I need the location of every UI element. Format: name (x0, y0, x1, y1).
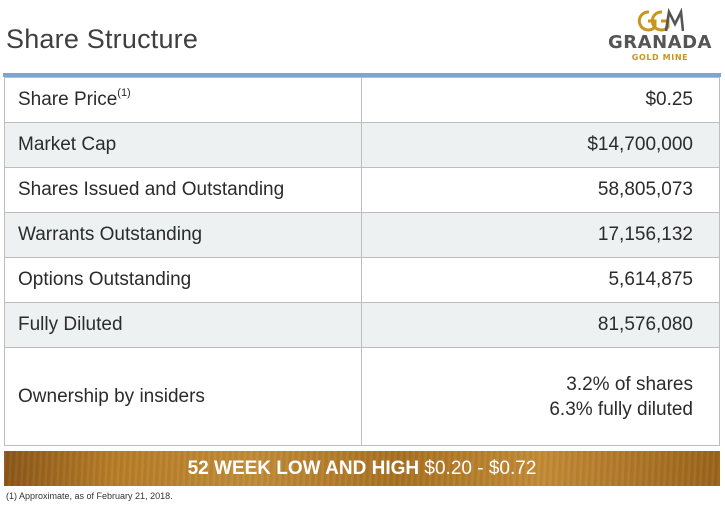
row-value: 5,614,875 (361, 257, 720, 303)
table-row-shares-issued: Shares Issued and Outstanding 58,805,073 (4, 167, 720, 213)
row-value: 58,805,073 (361, 167, 720, 213)
table-row-fully-diluted: Fully Diluted 81,576,080 (4, 302, 720, 348)
52-week-range-banner: 52 WEEK LOW AND HIGH $0.20 - $0.72 (4, 451, 720, 486)
granada-gold-mine-logo: GRANADA GOLD MINE (598, 6, 722, 66)
row-value: $0.25 (361, 77, 720, 123)
banner-label: 52 WEEK LOW AND HIGH (187, 458, 420, 479)
ggm-monogram-icon (637, 8, 684, 32)
page-title: Share Structure (6, 24, 199, 54)
row-value-line: 3.2% of shares (566, 373, 693, 395)
header-rule (3, 73, 721, 77)
banner-range: $0.20 - $0.72 (424, 458, 537, 479)
row-label-text: Share Price (18, 89, 118, 110)
table-row-warrants: Warrants Outstanding 17,156,132 (4, 212, 720, 258)
row-label: Shares Issued and Outstanding (4, 167, 362, 213)
table-row-market-cap: Market Cap $14,700,000 (4, 122, 720, 168)
table-row-insider-ownership: Ownership by insiders 3.2% of shares 6.3… (4, 347, 720, 446)
row-label: Share Price(1) (4, 77, 362, 123)
row-value: 17,156,132 (361, 212, 720, 258)
footnote-marker: (1) (117, 87, 131, 99)
logo-name: GRANADA (608, 32, 712, 53)
share-structure-table: Share Price(1) $0.25 Market Cap $14,700,… (4, 77, 720, 446)
row-value: 81,576,080 (361, 302, 720, 348)
row-label: Warrants Outstanding (4, 212, 362, 258)
row-label: Ownership by insiders (4, 347, 362, 446)
logo-subtitle: GOLD MINE (631, 53, 689, 62)
row-label: Market Cap (4, 122, 362, 168)
table-row-share-price: Share Price(1) $0.25 (4, 77, 720, 123)
row-label: Options Outstanding (4, 257, 362, 303)
row-value-line: 6.3% fully diluted (549, 398, 693, 420)
footnote: (1) Approximate, as of February 21, 2018… (6, 491, 173, 501)
row-label: Fully Diluted (4, 302, 362, 348)
row-value: $14,700,000 (361, 122, 720, 168)
table-row-options: Options Outstanding 5,614,875 (4, 257, 720, 303)
row-value: 3.2% of shares 6.3% fully diluted (361, 347, 720, 446)
